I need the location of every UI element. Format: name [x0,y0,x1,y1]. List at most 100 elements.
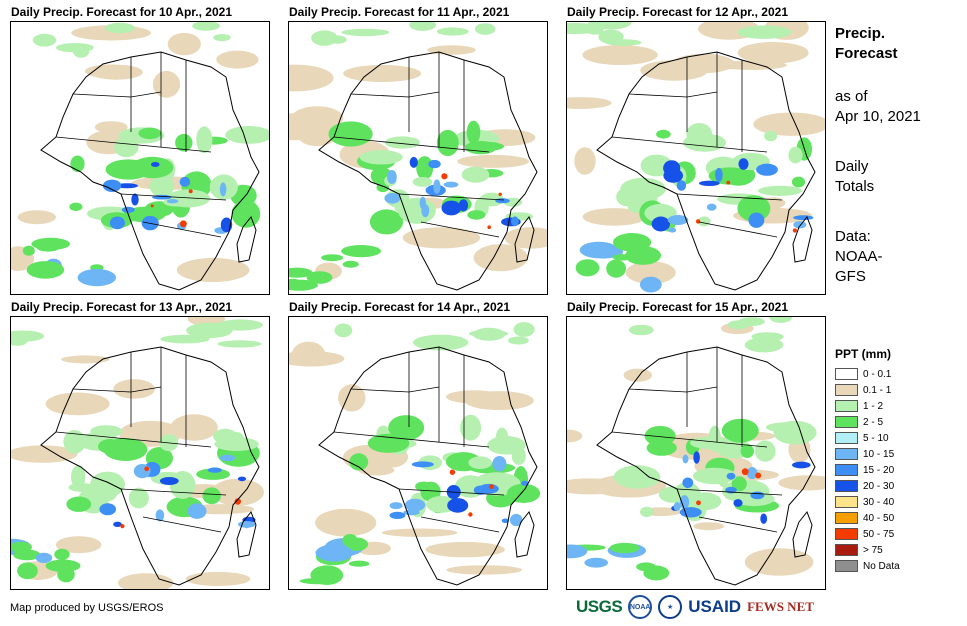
country-border [350,386,440,393]
map-credit: Map produced by USGS/EROS [10,602,164,614]
precip-area [159,477,179,485]
precip-area [624,469,652,488]
precip-area [575,259,600,277]
precip-area [69,202,83,211]
precip-area [473,485,488,495]
precip-area [644,203,677,223]
precip-area [341,28,390,37]
madagascar-outline [514,511,535,558]
precip-area [606,259,626,278]
usaid-seal-icon: ★ [658,595,683,619]
precip-area [420,481,441,502]
precip-area [345,537,368,551]
precip-area [764,130,778,142]
africa-outline [596,51,816,291]
africa-outline [318,51,538,291]
precip-area [131,193,139,206]
country-border [120,488,227,496]
africa-map [567,22,825,293]
country-border [420,516,500,533]
precip-area [216,50,259,69]
precip-area [149,175,174,198]
daily-line1: Daily [835,158,869,175]
precip-area [116,183,138,189]
precip-area [151,162,160,167]
logo-strip: USGS NOAA ★ USAID FEWS NET [576,592,814,622]
precip-area [509,513,523,527]
usaid-logo: USAID [688,597,742,616]
precip-area [321,254,344,262]
data-line1: Data: [835,228,871,245]
precip-area [343,65,422,82]
precip-area [104,22,135,34]
precip-area [473,244,528,272]
legend-item: 0 - 0.1 [835,366,960,382]
madagascar-outline [792,216,813,263]
precip-area [682,454,689,464]
side-title-line2: Forecast [835,45,898,62]
side-info: Precip. Forecast as of Apr 10, 2021 Dail… [835,24,960,287]
precip-area [773,420,817,445]
precip-area [26,261,65,279]
precip-area [468,330,509,338]
precip-area [45,559,81,573]
precip-area [609,542,640,554]
precip-area [90,471,125,497]
precip-area [416,156,434,180]
fews-net-logo: FEWS NET [747,599,814,614]
precip-area [289,279,318,291]
legend: PPT (mm) 0 - 0.1 0.1 - 1 1 - 2 2 - 5 5 - 10 1… [835,347,960,574]
precip-area [225,126,269,144]
precip-area [349,453,369,471]
precip-area [791,176,806,188]
precip-area [192,22,220,31]
precip-area [22,245,35,256]
precip-area [45,392,110,416]
precip-area [105,159,152,180]
precip-area [329,35,347,44]
legend-swatch [835,368,858,380]
legend-item: No Data [835,558,960,574]
forecast-panel-apr15: Daily Precip. Forecast for 15 Apr., 2021 [566,299,826,590]
precip-area [121,206,135,213]
precip-area [167,32,201,56]
precip-area [468,456,492,469]
precip-area [315,544,353,562]
country-border [676,193,783,201]
precip-area [179,176,191,187]
precip-area [682,477,694,489]
precip-area [598,29,624,44]
noaa-logo: NOAA [628,595,653,619]
country-border [333,431,490,448]
precip-area [231,200,261,228]
precip-area [446,565,523,575]
precip-map [566,316,826,590]
precip-area [196,126,213,154]
precip-area [760,513,768,524]
legend-swatch [835,496,858,508]
precip-area [412,177,433,187]
legend-item: 2 - 5 [835,414,960,430]
legend-item: 15 - 20 [835,462,960,478]
legend-swatch [835,400,858,412]
precip-area [334,323,353,338]
precip-area [118,573,174,589]
precip-area [663,160,681,177]
usgs-logo: USGS [576,597,623,616]
precip-area [113,379,155,399]
intense-cell [741,468,749,476]
legend-swatch [835,480,858,492]
precip-area [389,511,406,519]
precip-area [746,467,758,480]
precip-area [744,337,784,353]
precip-area [466,120,481,145]
precip-area [102,179,122,192]
legend-item: 20 - 30 [835,478,960,494]
precip-area [436,27,469,36]
precip-area [152,70,181,98]
precip-area [492,456,507,472]
precip-area [367,433,410,453]
precip-area [133,464,151,479]
legend-label: 40 - 50 [863,512,895,524]
precip-area [99,503,116,516]
